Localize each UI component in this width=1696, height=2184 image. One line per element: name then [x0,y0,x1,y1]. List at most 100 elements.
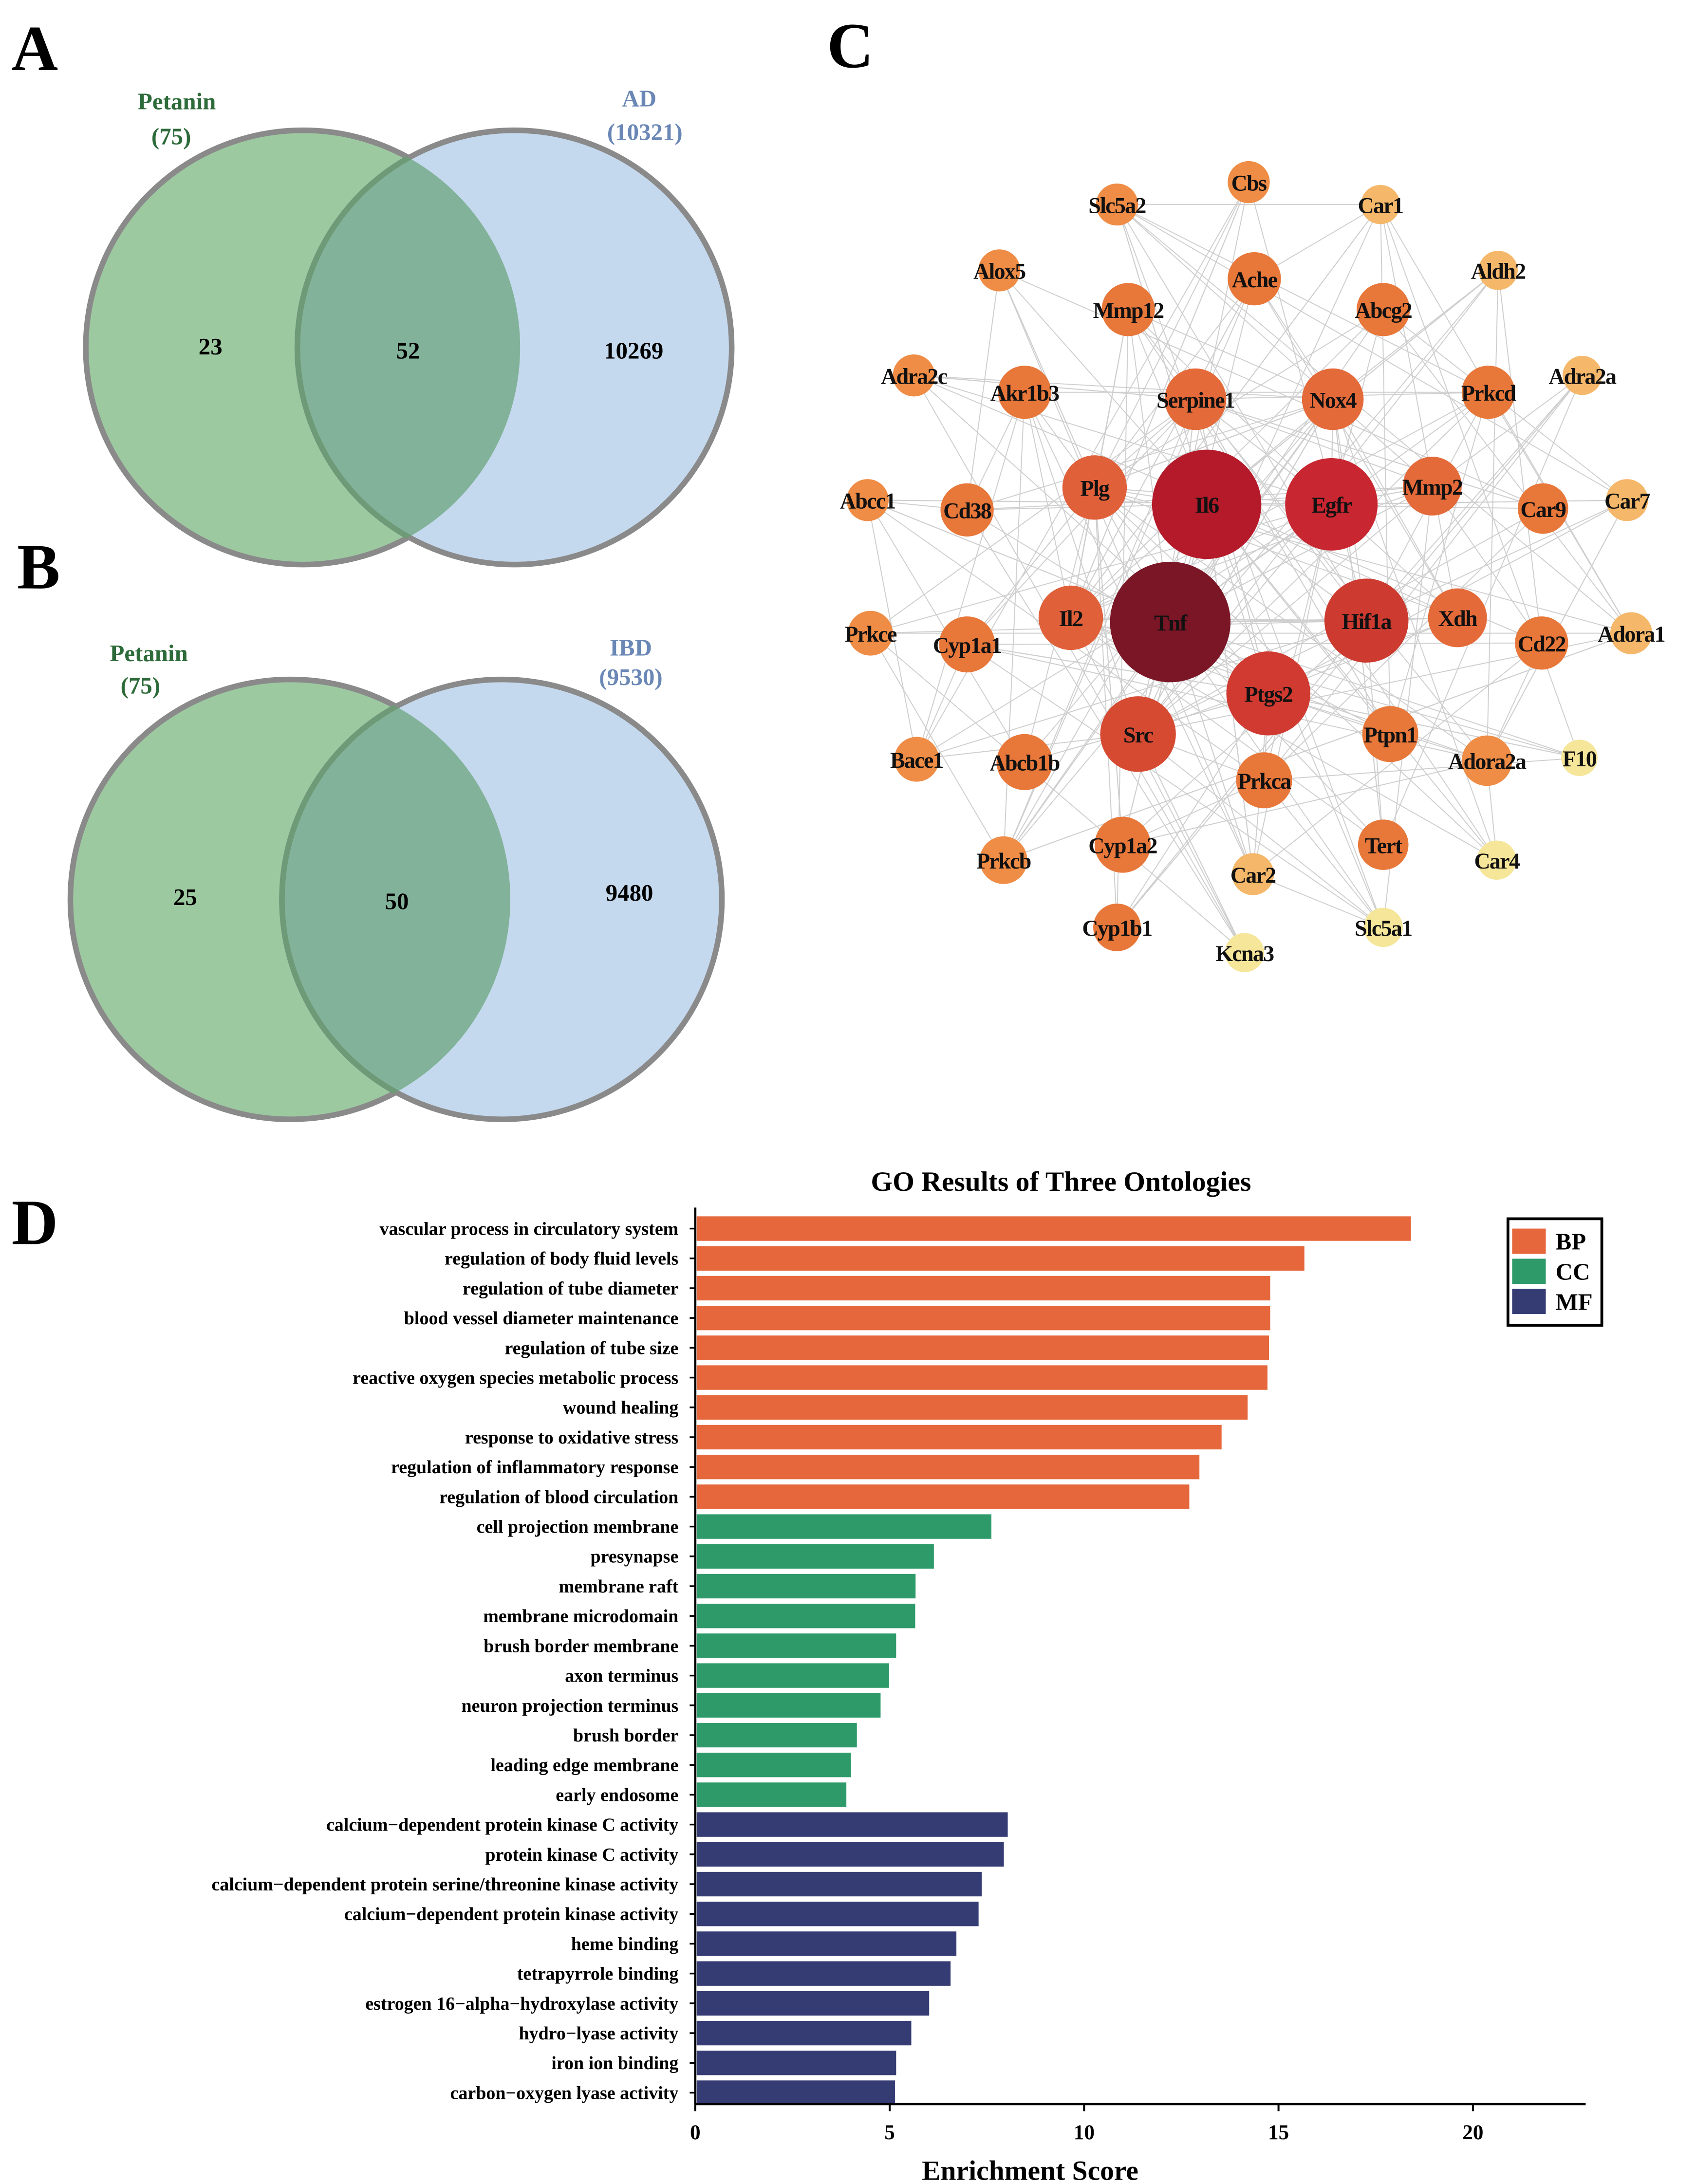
network-node-mmp12[interactable]: Mmp12 [1093,283,1165,336]
node-label: Kcna3 [1215,941,1274,966]
category-label: presynapse [591,1547,679,1567]
node-label: Ptgs2 [1244,682,1292,707]
network-node-serpine1[interactable]: Serpine1 [1156,368,1235,430]
network-node-slc5a2[interactable]: Slc5a2 [1088,183,1147,226]
network-node-prkcd[interactable]: Prkcd [1461,366,1517,419]
bar-cc [696,1782,847,1807]
network-node-prkcb[interactable]: Prkcb [976,836,1032,884]
network-node-akr1b3[interactable]: Akr1b3 [990,366,1060,419]
network-edge [913,375,1196,400]
bar-bp [696,1455,1200,1480]
network-node-f10[interactable]: F10 [1561,740,1598,777]
network-edge [870,399,1196,634]
category-label: axon terminus [565,1666,678,1686]
node-circle [1561,740,1598,777]
network-edge [1117,204,1384,928]
network-node-src[interactable]: Src [1100,696,1176,772]
network-node-adora2a[interactable]: Adora2a [1448,735,1528,786]
category-label: response to oxidative stress [465,1427,678,1448]
node-circle [1225,933,1265,972]
network-edge [1170,621,1580,759]
network-node-car2[interactable]: Car2 [1230,853,1277,895]
network-node-abcg2[interactable]: Abcg2 [1355,283,1413,336]
network-node-kcna3[interactable]: Kcna3 [1215,933,1275,972]
network-edge [913,375,1333,400]
network-edge [1331,500,1627,505]
x-tick-label: 15 [1268,2121,1289,2144]
bar-bp [696,1365,1267,1390]
network-node-cyp1b1[interactable]: Cyp1b1 [1082,903,1153,951]
venn-a-right-only: 10269 [604,337,663,364]
bar-mf [696,1871,982,1897]
category-label: neuron projection terminus [462,1696,679,1716]
node-circle [894,737,939,782]
node-label: Abcb1b [990,751,1060,776]
network-node-cd38[interactable]: Cd38 [940,483,994,537]
network-node-car9[interactable]: Car9 [1517,483,1568,534]
network-node-mmp2[interactable]: Mmp2 [1402,457,1464,516]
network-node-ache[interactable]: Ache [1228,252,1281,306]
network-edge [1195,399,1433,487]
network-edge [1390,392,1489,735]
network-node-ptgs2[interactable]: Ptgs2 [1226,651,1311,736]
network-node-ptpn1[interactable]: Ptpn1 [1362,706,1418,762]
network-node-abcc1[interactable]: Abcc1 [840,479,896,521]
network-node-hif1a[interactable]: Hif1a [1324,578,1409,663]
category-label: cell projection membrane [477,1517,679,1537]
node-circle [1361,185,1400,224]
network-node-adra2a[interactable]: Adra2a [1548,355,1618,395]
node-circle [1563,355,1602,395]
network-node-adora1[interactable]: Adora1 [1598,612,1666,654]
node-label: Aldh2 [1471,259,1526,284]
network-node-prkce[interactable]: Prkce [844,611,898,656]
venn-b-overlap [279,679,511,1120]
network-edge [1252,873,1384,928]
go-bar-chart: GO Results of Three Ontologies vascular … [211,1166,1603,2184]
bar-bp [696,1395,1248,1420]
network-node-aldh2[interactable]: Aldh2 [1471,251,1527,290]
network-node-xdh[interactable]: Xdh [1428,588,1487,648]
venn-b-left-only: 25 [173,884,197,910]
bar-mf [696,1961,951,1986]
node-label: Tnf [1154,611,1188,635]
x-tick-label: 0 [690,2121,701,2144]
node-label: Ache [1232,267,1278,292]
network-node-prkca[interactable]: Prkca [1236,752,1292,809]
panel-label-c: C [827,10,874,81]
network-node-car1[interactable]: Car1 [1358,185,1404,224]
network-node-egfr[interactable]: Egfr [1285,458,1378,551]
network-node-car4[interactable]: Car4 [1474,840,1521,880]
bar-cc [696,1573,916,1599]
network-node-cyp1a1[interactable]: Cyp1a1 [933,616,1002,673]
network-node-cyp1a2[interactable]: Cyp1a2 [1088,816,1158,873]
network-node-cd22[interactable]: Cd22 [1515,616,1568,670]
network-node-il2[interactable]: Il2 [1038,585,1103,650]
network-node-car7[interactable]: Car7 [1604,479,1651,521]
legend-swatch-cc [1512,1259,1546,1284]
venn-a-right-total: (10321) [607,119,683,146]
network-node-adra2c[interactable]: Adra2c [881,354,948,397]
network-node-alox5[interactable]: Alox5 [973,249,1026,292]
node-label: Il6 [1195,493,1219,518]
network-node-slc5a1[interactable]: Slc5a1 [1355,907,1413,947]
category-label: brush border membrane [484,1636,678,1656]
network-edge [1137,485,1433,735]
network-node-cbs[interactable]: Cbs [1228,161,1270,204]
node-label: Car2 [1230,863,1276,888]
network-node-bace1[interactable]: Bace1 [890,737,944,782]
network-edge [967,644,1268,694]
network-node-il6[interactable]: Il6 [1152,449,1262,559]
node-circle [1515,616,1568,670]
network-node-plg[interactable]: Plg [1062,455,1127,520]
network-node-tnf[interactable]: Tnf [1110,561,1231,683]
network-node-tert[interactable]: Tert [1358,819,1409,870]
network-node-nox4[interactable]: Nox4 [1302,368,1364,430]
venn-a-left-name: Petanin [138,88,216,114]
bar-bp [696,1335,1269,1360]
chart-title: GO Results of Three Ontologies [871,1166,1251,1197]
network-edge [967,270,1000,510]
network-node-abcb1b[interactable]: Abcb1b [990,734,1060,790]
node-label: Mmp12 [1093,298,1164,323]
node-label: Cyp1a1 [933,633,1002,658]
